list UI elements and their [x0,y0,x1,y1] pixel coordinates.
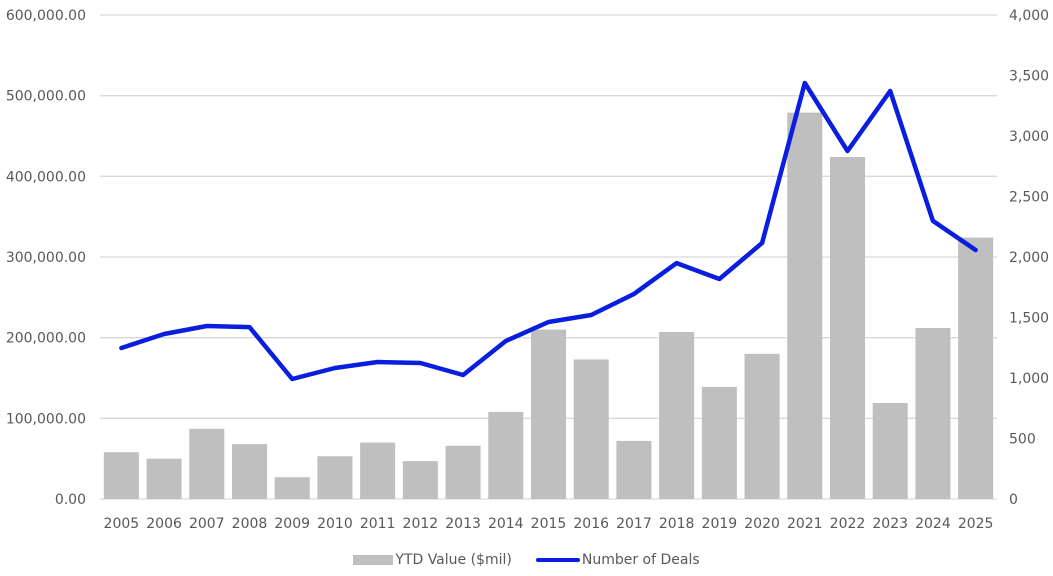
bar[interactable] [274,477,310,499]
x-axis-tick-label: 2015 [531,516,567,532]
bar[interactable] [659,332,695,499]
right-axis-tick-label: 500 [1009,432,1036,448]
bar[interactable] [103,452,139,499]
legend-label-ytd-value: YTD Value ($mil) [395,552,512,568]
bar[interactable] [701,386,737,499]
x-axis-tick-label: 2023 [872,516,908,532]
bar[interactable] [915,327,951,499]
combo-chart: 0.00 100,000.00 200,000.00 300,000.00 400,00… [6,8,1049,532]
line-series-number-of-deals [119,80,978,382]
x-axis-tick-label: 2008 [232,516,268,532]
x-axis-tick-label: 2017 [616,516,652,532]
right-axis-tick-label: 2,500 [1009,190,1049,206]
legend-item-number-of-deals[interactable]: Number of Deals [535,552,700,568]
legend-label-number-of-deals: Number of Deals [581,552,700,568]
left-axis-tick-label: 300,000.00 [6,250,86,266]
left-axis-tick-label: 100,000.00 [6,411,86,427]
x-axis-tick-label: 2020 [744,516,780,532]
right-axis-tick-label: 1,500 [1009,311,1049,327]
bar[interactable] [829,156,866,499]
bar[interactable] [787,112,823,500]
bar-series-ytd-value [103,112,994,500]
x-axis-tick-label: 2022 [830,516,866,532]
x-axis-tick-label: 2016 [573,516,609,532]
bar[interactable] [317,456,353,499]
bar[interactable] [958,237,994,499]
left-axis-tick-label: 0.00 [55,492,86,508]
x-axis-tick-label: 2010 [317,516,353,532]
right-axis-tick-label: 3,000 [1009,129,1049,145]
bar[interactable] [189,428,225,499]
deals-line[interactable] [119,80,978,382]
right-axis-tick-label: 1,000 [1009,371,1049,387]
bar[interactable] [573,359,609,499]
bar[interactable] [530,329,567,499]
x-axis-tick-label: 2013 [445,516,481,532]
bar[interactable] [445,445,481,499]
bar-swatch-icon [353,555,394,565]
bar[interactable] [231,444,268,499]
x-axis-tick-label: 2007 [189,516,225,532]
x-axis-tick-label: 2005 [104,516,140,532]
bar[interactable] [146,458,182,499]
left-axis-tick-label: 500,000.00 [6,89,86,105]
x-axis-tick-label: 2019 [702,516,738,532]
x-axis-tick-label: 2018 [659,516,695,532]
right-axis-tick-label: 4,000 [1009,8,1049,24]
x-axis-tick-label: 2025 [958,516,994,532]
bar[interactable] [360,442,396,499]
right-axis-tick-label: 2,000 [1009,250,1049,266]
x-axis-tick-label: 2012 [403,516,439,532]
x-axis-tick-label: 2014 [488,516,524,532]
bar[interactable] [402,461,438,499]
bar[interactable] [744,353,780,499]
left-axis-tick-label: 600,000.00 [6,8,86,24]
right-axis-tick-label: 3,500 [1009,69,1049,85]
legend-item-ytd-value[interactable]: YTD Value ($mil) [353,552,512,568]
x-axis-tick-label: 2011 [360,516,396,532]
line-swatch-icon [535,558,580,562]
left-axis-tick-label: 200,000.00 [6,331,86,347]
x-axis-tick-label: 2024 [915,516,951,532]
x-axis-ticks: 2005 2006 2007 2008 2009 2010 2011 2012 2013 2014… [104,516,994,532]
x-axis-tick-label: 2006 [146,516,182,532]
left-axis-tick-label: 400,000.00 [6,169,86,185]
right-axis-tick-label: 0 [1009,492,1018,508]
bar[interactable] [616,440,652,499]
x-axis-tick-label: 2021 [787,516,823,532]
bar[interactable] [872,403,908,499]
legend: YTD Value ($mil) Number of Deals [0,552,1053,568]
bar[interactable] [488,411,524,499]
left-axis-ticks: 0.00 100,000.00 200,000.00 300,000.00 400,00… [6,8,86,508]
right-axis-ticks: 0 500 1,000 1,500 2,000 2,500 3,000 3,500 4,000 [1009,8,1049,508]
x-axis-tick-label: 2009 [274,516,310,532]
